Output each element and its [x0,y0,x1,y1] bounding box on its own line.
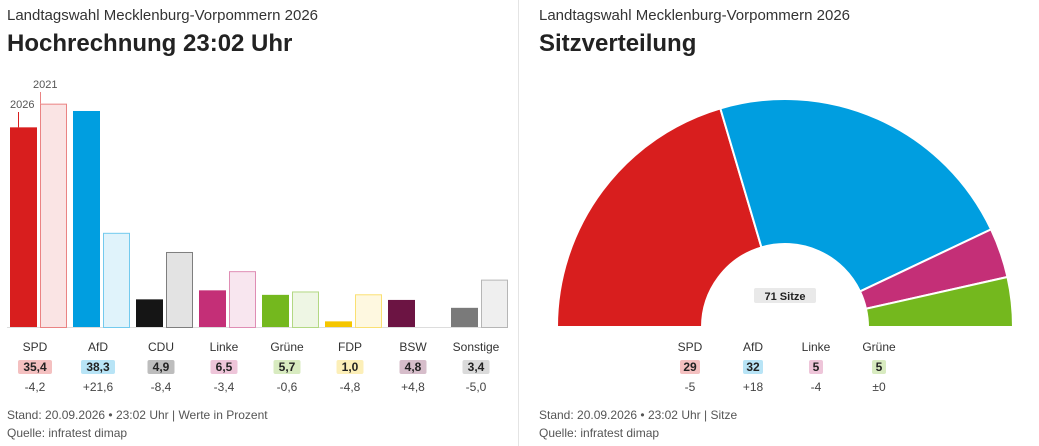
seat-diff-linke: -4 [811,380,822,394]
party-label-afd: AfD [88,340,108,354]
value-label-spd: 35,4 [23,360,47,374]
seat-badge-afd [743,360,763,374]
value-label-afd: 38,3 [86,360,110,374]
bar-2026-spd [10,127,37,328]
seat-diff-spd: -5 [685,380,696,394]
bar-2026-fdp [325,321,352,327]
value-label-linke: 6,5 [216,360,233,374]
party-label-gruene: Grüne [270,340,304,354]
poll-panel: Landtagswahl Mecklenburg-Vorpommern 2026… [0,0,518,446]
bar-2021-sonstige [481,279,508,328]
seat-badge-gruene [872,360,886,374]
party-label-sonstige: Sonstige [453,340,500,354]
seat-diff-gruene: ±0 [872,380,886,394]
diff-label-cdu: -8,4 [151,380,172,394]
seat-badge-linke [809,360,823,374]
bar-2021-gruene [292,291,319,328]
value-badge-fdp [336,360,364,374]
bar-2021-afd [103,232,130,328]
diff-label-afd: +21,6 [83,380,114,394]
seat-badge-spd [680,360,700,374]
seat-segment-afd [719,98,993,293]
value-badge-cdu [147,360,175,374]
party-label-fdp: FDP [338,340,362,354]
bar-2026-sonstige [451,307,478,327]
value-badge-spd [18,360,52,374]
seat-value-linke: 5 [813,360,820,374]
party-label-linke: Linke [210,340,239,354]
legend-2026-label: 2026 [10,99,34,111]
bar-2026-cdu [136,299,163,327]
bar-2026-gruene [262,294,289,327]
seat-total-badge [754,288,816,303]
seat-party-label-linke: Linke [802,340,831,354]
bar-2021-linke [229,271,256,328]
seat-party-label-afd: AfD [743,340,763,354]
seats-panel: Landtagswahl Mecklenburg-Vorpommern 2026… [520,0,1039,446]
diff-label-bsw: +4,8 [401,380,425,394]
value-badge-afd [81,360,115,374]
seats-subtitle: Landtagswahl Mecklenburg-Vorpommern 2026 [539,7,851,24]
seat-value-afd: 32 [746,360,760,374]
value-badge-bsw [399,360,427,374]
seat-segment-gruene [864,275,1015,328]
diff-label-gruene: -0,6 [277,380,298,394]
party-label-spd: SPD [23,340,48,354]
bar-2021-cdu [166,251,193,329]
diff-label-fdp: -4,8 [340,380,361,394]
seats-title: Sitzverteilung [539,30,697,57]
legend-2021-label: 2021 [33,79,57,91]
poll-footer-stand: Stand: 20.09.2026 • 23:02 Uhr | Werte in… [7,408,268,422]
seats-footer-source: Quelle: infratest dimap [539,426,660,440]
party-label-bsw: BSW [399,340,427,354]
seat-party-label-gruene: Grüne [862,340,896,354]
bar-2021-spd [40,103,67,328]
diff-label-spd: -4,2 [25,380,46,394]
seat-value-gruene: 5 [876,360,883,374]
bar-2026-afd [73,110,100,327]
value-badge-linke [210,360,238,374]
poll-footer-source: Quelle: infratest dimap [7,426,128,440]
seat-total-label: 71 Sitze [765,291,806,303]
bar-2026-bsw [388,299,415,327]
value-label-gruene: 5,7 [279,360,296,374]
seat-party-label-spd: SPD [678,340,703,354]
seat-chart: 71 Sitze SPD 29 -5 AfD 32 +18 Linke 5 -4 Grüne 5 ±0 [555,98,1015,394]
seat-diff-afd: +18 [743,380,764,394]
value-label-sonstige: 3,4 [468,360,485,374]
bar-2026-linke [199,290,226,327]
party-label-cdu: CDU [148,340,174,354]
value-label-bsw: 4,8 [405,360,422,374]
value-badge-gruene [273,360,301,374]
seats-footer-stand: Stand: 20.09.2026 • 23:02 Uhr | Sitze [539,408,738,422]
diff-label-sonstige: -5,0 [466,380,487,394]
seat-value-spd: 29 [683,360,697,374]
bar-2021-fdp [355,294,382,328]
bar-chart: SPD 35,4 -4,2 AfD 38,3 +21,6 CDU 4,9 -8,4 Linke 6,… [7,79,508,394]
panel-divider [518,0,519,446]
value-label-fdp: 1,0 [342,360,359,374]
seat-segment-spd [555,107,763,328]
value-label-cdu: 4,9 [153,360,170,374]
diff-label-linke: -3,4 [214,380,235,394]
value-badge-sonstige [462,360,490,374]
poll-title: Hochrechnung 23:02 Uhr [7,30,293,57]
poll-subtitle: Landtagswahl Mecklenburg-Vorpommern 2026 [7,7,319,24]
